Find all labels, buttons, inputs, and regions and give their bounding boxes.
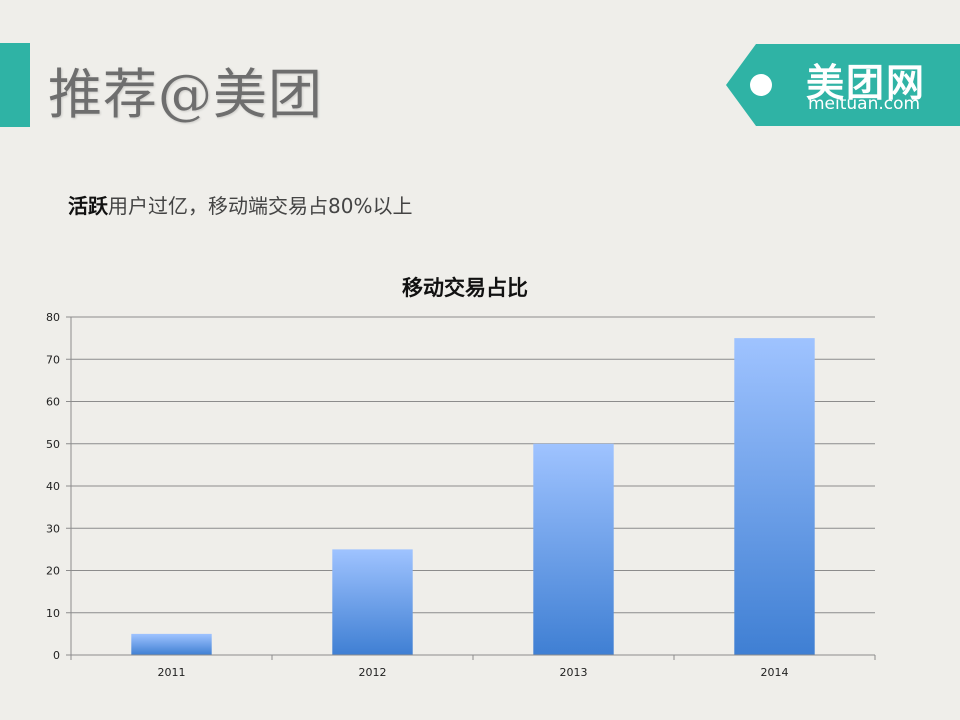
x-tick-label: 2011 <box>158 666 186 679</box>
brand-name: 美团网 <box>806 61 927 105</box>
x-tick-label: 2013 <box>560 666 588 679</box>
subtitle-highlight: 活跃 <box>68 194 108 218</box>
y-tick-label: 10 <box>46 607 60 620</box>
tag-shape-icon <box>726 44 960 126</box>
y-tick-label: 30 <box>46 522 60 535</box>
bar-2011 <box>131 633 212 655</box>
slide-subtitle: 活跃用户过亿，移动端交易占80%以上 <box>68 190 412 219</box>
title-accent-bar <box>0 43 30 127</box>
x-tick-label: 2014 <box>761 666 789 679</box>
page-title: 推荐@美团 <box>48 63 323 126</box>
y-tick-label: 0 <box>53 649 60 662</box>
chart-plot: 0 10 20 30 40 50 60 70 80 2011 2012 2013 2014 <box>46 311 876 679</box>
brand-domain: meituan.com <box>808 94 921 114</box>
bar-2012 <box>332 549 413 655</box>
mobile-share-chart: 移动交易占比 0 10 20 30 40 50 60 70 80 2011 2012 2013 2014 <box>0 260 960 700</box>
y-tick-label: 40 <box>46 480 60 493</box>
subtitle-text: 用户过亿，移动端交易占80%以上 <box>108 194 413 218</box>
bar-2013 <box>533 443 614 655</box>
y-tick-label: 80 <box>46 311 60 324</box>
x-tick-label: 2012 <box>359 666 387 679</box>
y-tick-label: 20 <box>46 565 60 578</box>
y-tick-label: 60 <box>46 396 60 409</box>
y-tick-label: 70 <box>46 353 60 366</box>
bar-2014 <box>734 338 815 655</box>
chart-title: 移动交易占比 <box>402 275 528 300</box>
y-tick-label: 50 <box>46 438 60 451</box>
brand-logo-tag: 美团网 meituan.com <box>726 44 960 126</box>
